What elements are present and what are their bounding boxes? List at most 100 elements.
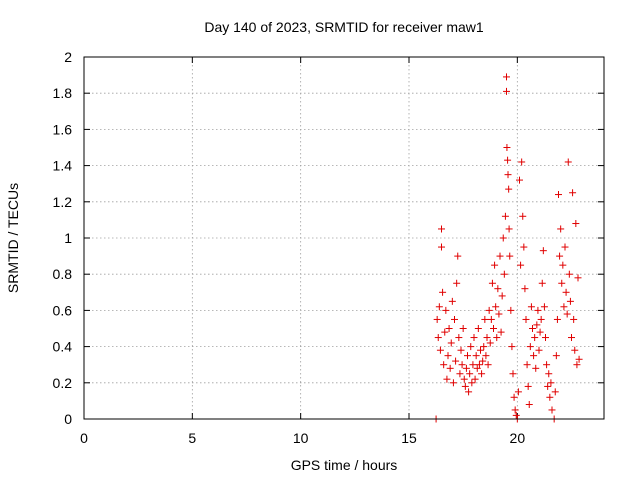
y-tick-label: 1 xyxy=(64,230,72,246)
data-point xyxy=(503,73,510,81)
data-point xyxy=(564,158,572,166)
data-point xyxy=(497,328,505,336)
data-point xyxy=(539,247,547,255)
data-point xyxy=(568,334,575,342)
data-point xyxy=(495,310,503,318)
data-point xyxy=(483,334,491,342)
data-point xyxy=(438,243,445,251)
data-point xyxy=(552,352,560,360)
data-point xyxy=(522,315,530,323)
data-point xyxy=(454,252,462,260)
data-point xyxy=(434,334,442,342)
y-tick-labels: 0 0.2 0.4 0.6 0.8 1 1.2 1.4 1.6 1.8 2 xyxy=(53,49,73,427)
data-point xyxy=(562,288,570,296)
x-tick-labels: 0 5 10 15 20 xyxy=(80,430,525,446)
data-point xyxy=(446,364,454,372)
data-point xyxy=(440,361,448,369)
data-point xyxy=(509,370,517,378)
data-point xyxy=(468,379,476,387)
data-point xyxy=(534,306,542,314)
data-point xyxy=(472,352,480,360)
data-point xyxy=(553,315,561,323)
x-tick-label: 0 xyxy=(80,430,88,446)
data-point xyxy=(569,189,577,197)
data-point xyxy=(441,328,449,336)
data-point xyxy=(478,370,486,378)
data-point xyxy=(566,297,574,305)
data-point xyxy=(563,310,571,318)
data-point xyxy=(551,388,559,396)
data-point xyxy=(498,292,506,300)
data-point xyxy=(503,87,510,95)
data-points xyxy=(432,73,583,423)
data-point xyxy=(445,325,453,332)
data-point xyxy=(466,370,474,378)
data-point xyxy=(496,252,504,260)
data-point xyxy=(469,361,477,369)
data-point xyxy=(519,212,527,220)
data-point xyxy=(458,361,466,369)
data-point xyxy=(555,191,562,199)
data-point xyxy=(559,261,567,269)
data-point xyxy=(524,382,532,390)
data-point xyxy=(516,176,523,184)
y-tick-label: 1.8 xyxy=(53,85,73,101)
data-point xyxy=(525,401,533,409)
data-point xyxy=(500,270,508,278)
y-tick-label: 0.4 xyxy=(53,339,73,355)
data-point xyxy=(547,379,555,387)
data-point xyxy=(479,357,487,365)
data-point xyxy=(477,346,484,354)
data-point xyxy=(448,297,456,305)
data-point xyxy=(531,334,539,342)
x-tick-label: 10 xyxy=(293,430,309,446)
data-point xyxy=(561,243,569,251)
data-point xyxy=(512,411,520,419)
x-tick-label: 15 xyxy=(401,430,417,446)
data-point xyxy=(544,382,552,390)
data-point xyxy=(457,346,465,354)
data-point xyxy=(546,393,554,401)
data-point xyxy=(480,343,488,351)
y-tick-label: 0.8 xyxy=(53,266,73,282)
data-point xyxy=(533,321,541,329)
data-point xyxy=(474,325,482,332)
data-point xyxy=(570,315,578,323)
data-point xyxy=(453,279,461,287)
data-point xyxy=(487,315,495,323)
data-point xyxy=(508,343,516,351)
data-point xyxy=(442,306,450,314)
data-point xyxy=(433,315,441,323)
y-tick-label: 0.2 xyxy=(53,375,73,391)
data-point xyxy=(471,375,479,383)
data-point xyxy=(456,370,464,378)
data-point xyxy=(535,346,543,354)
data-point xyxy=(557,225,565,233)
data-point xyxy=(504,156,512,164)
data-point xyxy=(517,261,525,269)
y-tick-label: 2 xyxy=(64,49,72,65)
data-point xyxy=(504,171,512,179)
data-point xyxy=(507,306,515,314)
data-point xyxy=(560,303,568,311)
data-point xyxy=(490,325,497,332)
chart-title: Day 140 of 2023, SRMTID for receiver maw… xyxy=(204,19,484,35)
data-point xyxy=(449,379,457,387)
data-point xyxy=(435,303,443,311)
data-point xyxy=(455,334,463,342)
data-point xyxy=(482,352,490,360)
x-tick-label: 5 xyxy=(188,430,196,446)
plot-frame xyxy=(83,56,605,420)
data-point xyxy=(545,370,553,378)
data-point xyxy=(438,225,445,233)
data-point xyxy=(565,270,573,278)
data-point xyxy=(447,339,455,347)
data-point xyxy=(529,325,536,332)
data-point xyxy=(461,382,469,390)
data-point xyxy=(511,406,519,414)
data-point xyxy=(520,243,528,251)
data-point xyxy=(558,279,566,287)
data-point xyxy=(460,375,468,383)
data-point xyxy=(527,303,535,311)
data-point xyxy=(537,315,545,323)
